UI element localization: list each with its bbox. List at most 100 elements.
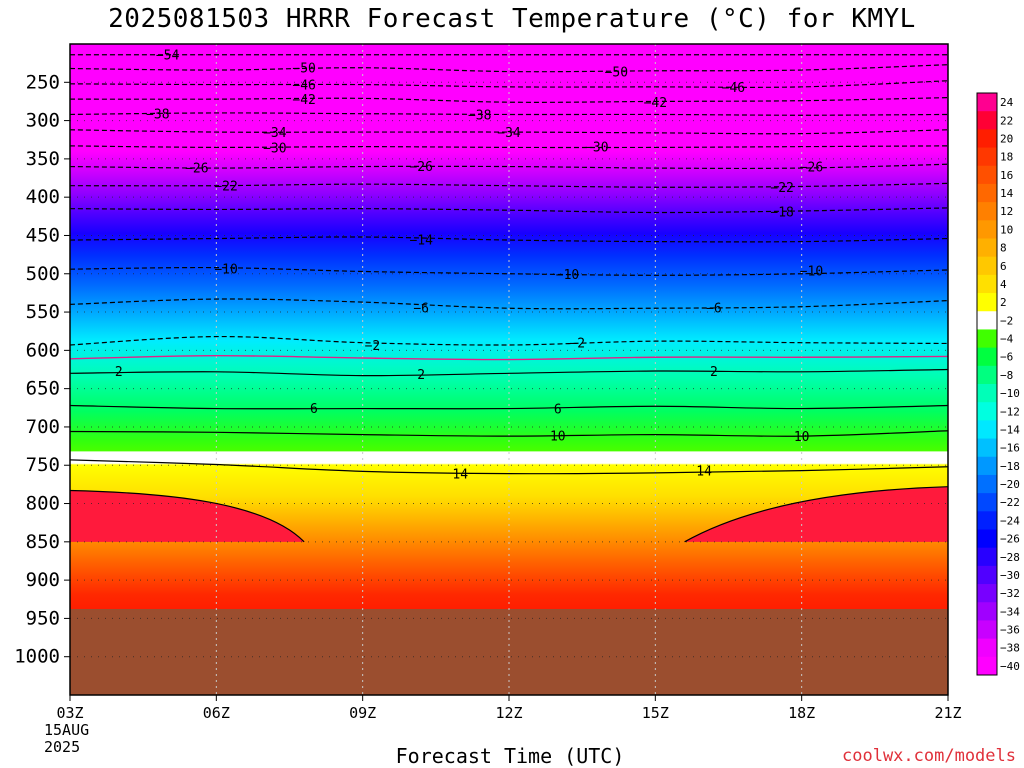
colorbar-swatch (977, 656, 997, 676)
contour-label: 14 (452, 468, 468, 483)
contour-label: −50 (605, 66, 628, 81)
isotherm-line (69, 145, 949, 149)
colorbar-tick-label: −32 (1000, 587, 1020, 600)
colorbar-tick-label: −12 (1000, 405, 1020, 418)
isotherm-labels: −54−50 −50−46 −46−42 −42−38 −38−34 −34−30 −30−… (115, 49, 823, 483)
colorbar-tick-label: −14 (1000, 423, 1020, 436)
contour-label: −10 (556, 268, 579, 283)
colorbar-tick-label: −6 (1000, 351, 1013, 364)
colorbar-swatch (977, 238, 997, 258)
colorbar-tick-label: 14 (1000, 187, 1014, 200)
colorbar-swatch (977, 256, 997, 276)
isotherm-line (69, 430, 949, 437)
colorbar-swatch (977, 638, 997, 658)
time-axis: 03Z 06Z 09Z 12Z 15Z 18Z 21Z (56, 695, 962, 722)
colorbar-tick-label: −2 (1000, 314, 1013, 327)
colorbar-tick-label: −16 (1000, 442, 1020, 455)
contour-label: −6 (706, 301, 722, 316)
contour-label: −42 (292, 93, 315, 108)
isotherm-line (69, 236, 949, 243)
colorbar-swatch (977, 93, 997, 112)
isotherm-line (69, 459, 949, 475)
colorbar-swatch (977, 347, 997, 367)
colorbar-swatch (977, 511, 997, 530)
contour-label: −18 (770, 206, 793, 221)
colorbar-tick-label: −10 (1000, 387, 1020, 400)
colorbar-tick-label: 10 (1000, 223, 1013, 236)
colorbar-swatch (977, 202, 997, 221)
contour-label: −46 (722, 81, 745, 96)
isotherm-line (69, 489, 305, 543)
contour-label: −10 (214, 262, 237, 277)
contour-label: 10 (794, 430, 810, 445)
colorbar-swatch (977, 129, 997, 149)
colorbar-tick-label: 2 (1000, 296, 1007, 309)
contour-label: −26 (409, 160, 432, 175)
x-tick-label: 18Z (788, 704, 815, 722)
isotherm-contours (69, 54, 949, 543)
y-tick-label: 450 (26, 224, 60, 246)
colorbar-tick-label: −30 (1000, 569, 1020, 582)
credit-link[interactable]: coolwx.com/models (842, 746, 1016, 766)
colorbar-tick-label: −20 (1000, 478, 1020, 491)
colorbar-legend: 24 22 20 18 16 14 12 10 8 6 4 2 −2 −4 −6 −8 −10 −12 −14 −16… (976, 92, 1020, 676)
colorbar-swatch (977, 493, 997, 512)
colorbar-swatch (977, 565, 997, 585)
isotherm-line (69, 80, 949, 88)
colorbar-swatch (977, 620, 997, 640)
warm-zone-left (70, 490, 305, 542)
colorbar-tick-label: 8 (1000, 242, 1007, 255)
plot-area: −54−50 −50−46 −46−42 −42−38 −38−34 −34−30 −30−… (69, 43, 949, 696)
colorbar-swatch (977, 147, 997, 167)
colorbar-tick-label: −24 (1000, 514, 1020, 527)
isotherm-line (69, 298, 949, 310)
contour-label: −22 (214, 180, 237, 195)
x-tick-label: 06Z (203, 704, 230, 722)
y-tick-label: 600 (26, 339, 60, 361)
colorbar-swatch (977, 183, 997, 203)
contour-label: −22 (770, 181, 793, 196)
colorbar-swatch (977, 384, 997, 403)
contour-label: −30 (585, 141, 608, 156)
contour-label: −34 (497, 126, 521, 141)
isotherm-line (684, 486, 949, 543)
contour-label: −2 (365, 339, 381, 354)
contour-label: −26 (185, 161, 208, 176)
colorbar-swatch (977, 438, 997, 458)
isotherm-line (69, 163, 949, 170)
y-tick-label: 850 (26, 531, 60, 553)
contour-label: 6 (310, 402, 318, 417)
colorbar-tick-label: −8 (1000, 369, 1013, 382)
contour-label: −10 (800, 265, 823, 280)
x-tick-label: 15Z (642, 704, 669, 722)
colorbar-tick-label: 16 (1000, 169, 1013, 182)
contour-label: −34 (263, 126, 287, 141)
isotherm-line (69, 129, 949, 135)
colorbar-swatch (977, 274, 997, 294)
colorbar-swatch (977, 365, 997, 385)
start-date-year: 2025 (44, 738, 81, 756)
isotherm-line (69, 207, 949, 214)
colorbar-swatch (977, 402, 997, 421)
colorbar-swatch (977, 602, 997, 621)
isotherm-line (69, 368, 949, 377)
colorbar-tick-label: −38 (1000, 642, 1020, 655)
colorbar-swatch (977, 293, 997, 312)
colorbar-swatch (977, 474, 997, 494)
colorbar-tick-label: −22 (1000, 496, 1020, 509)
colorbar-swatch (977, 165, 997, 185)
pressure-axis: 250 300 350 400 450 500 550 600 650 700 750 800 850 9… (14, 71, 70, 668)
y-tick-label: 950 (26, 607, 60, 629)
warm-surface-zones (70, 486, 948, 542)
contour-label: 2 (710, 365, 718, 380)
y-tick-label: 800 (26, 493, 60, 515)
colorbar-swatch (977, 311, 997, 330)
start-date-label: 15AUG 2025 (44, 722, 89, 756)
colorbar-frame (976, 92, 998, 676)
colorbar-tick-label: −40 (1000, 660, 1020, 673)
isotherm-line (69, 97, 949, 103)
contour-label: −30 (263, 141, 286, 156)
colorbar-tick-label: 22 (1000, 114, 1013, 127)
colorbar-tick-label: 24 (1000, 96, 1014, 109)
contour-label: −6 (413, 301, 429, 316)
